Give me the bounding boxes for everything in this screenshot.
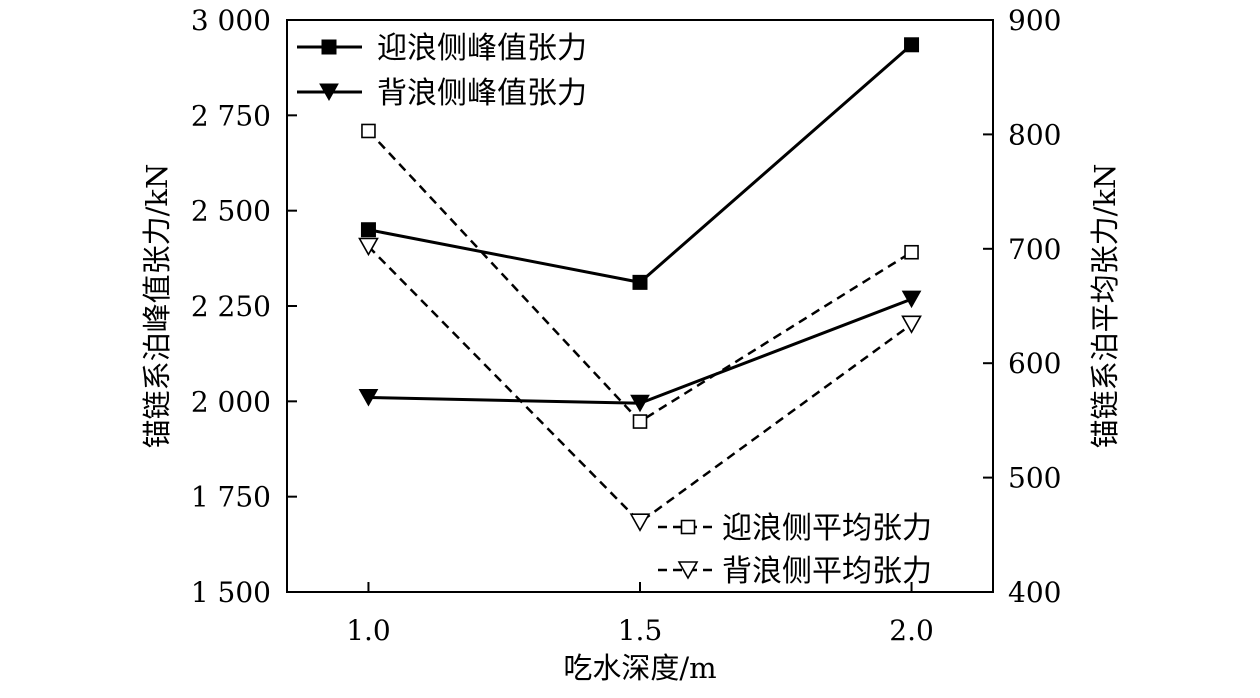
left-tick-label: 1 500 (191, 576, 271, 609)
series-2-point (630, 394, 650, 413)
left-tick-label: 2 250 (191, 290, 271, 323)
series-3-point (632, 414, 648, 429)
right-tick-label: 800 (1008, 118, 1061, 151)
left-axis-ticks: 1 500 1 750 2 000 2 250 2 500 2 750 3 000 (191, 4, 297, 609)
x-axis-title: 吃水深度/m (563, 651, 716, 685)
series-3-point (361, 123, 376, 139)
legend-label: 迎浪侧平均张力 (722, 511, 932, 546)
series-4-point (358, 237, 379, 257)
legend-label: 迎浪侧峰值张力 (377, 31, 587, 66)
right-axis-ticks: 400 500 600 700 800 900 (983, 4, 1061, 609)
left-axis-title: 锚链系泊峰值张力/kN (140, 164, 174, 449)
right-tick-label: 500 (1008, 462, 1061, 495)
legend-marker (677, 561, 699, 580)
series-4-point (901, 315, 922, 334)
series-1-point (632, 274, 648, 290)
legend-label: 背浪侧平均张力 (722, 554, 932, 589)
x-tick-label: 2.0 (889, 614, 934, 647)
series-2-point (358, 389, 379, 407)
right-tick-label: 700 (1008, 233, 1061, 266)
legend-marker (321, 39, 337, 55)
series-4-point (629, 513, 651, 532)
left-tick-label: 3 000 (191, 4, 271, 37)
series-line-2 (368, 297, 913, 405)
legend-marker (319, 83, 339, 102)
left-tick-label: 2 000 (191, 385, 271, 418)
series-2-point (901, 290, 922, 309)
legend-label: 背浪侧峰值张力 (377, 76, 587, 111)
series-layer (358, 37, 922, 532)
series-1-point (360, 222, 376, 238)
right-tick-label: 900 (1008, 4, 1061, 37)
series-1-point (904, 37, 920, 53)
left-tick-label: 1 750 (191, 481, 271, 514)
x-tick-label: 1.0 (346, 614, 391, 647)
series-3-point (904, 244, 919, 260)
series-line-4 (367, 245, 913, 524)
left-tick-label: 2 750 (191, 99, 271, 132)
right-tick-label: 600 (1008, 347, 1061, 380)
right-axis-title: 锚链系泊平均张力/kN (1088, 164, 1122, 449)
x-tick-label: 1.5 (618, 614, 663, 647)
right-tick-label: 400 (1008, 576, 1061, 609)
x-axis-ticks: 1.0 1.5 2.0 (346, 582, 934, 647)
left-tick-label: 2 500 (191, 195, 271, 228)
legend-marker (680, 519, 696, 535)
